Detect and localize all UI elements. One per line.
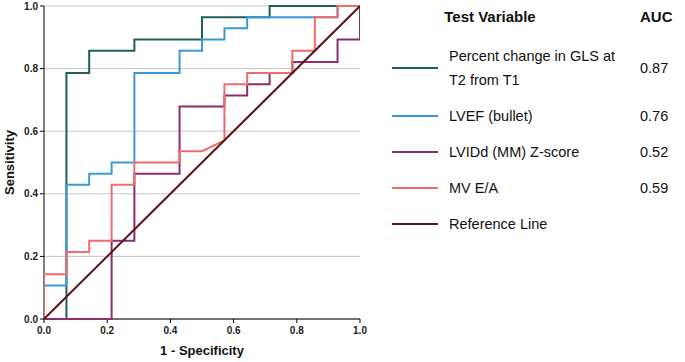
x-axis-title: 1 - Specificity	[160, 343, 245, 358]
roc-line	[44, 6, 360, 319]
legend-label: Reference Line	[449, 216, 547, 232]
legend-label: LVEF (bullet)	[449, 108, 533, 124]
tick-label: 1.0	[353, 325, 367, 336]
legend-header: Test Variable	[444, 8, 535, 25]
legend: Test Variable AUC Percent change in GLS at…	[392, 8, 673, 232]
tick-label: 0.4	[163, 325, 177, 336]
tick-mark	[360, 319, 361, 323]
legend-auc: 0.87	[640, 60, 668, 76]
grid-line	[44, 256, 360, 257]
legend-label: MV E/A	[449, 180, 498, 196]
legend-swatch	[392, 115, 438, 117]
legend-auc: 0.76	[640, 108, 668, 124]
tick-label: 0.2	[24, 251, 38, 262]
legend-swatch	[392, 67, 438, 69]
legend-swatch	[392, 187, 438, 189]
tick-label: 0.6	[227, 325, 241, 336]
tick-label: 1.0	[24, 1, 38, 12]
legend-swatch	[392, 151, 438, 153]
legend-label: LVIDd (MM) Z-score	[449, 144, 579, 160]
grid-line	[44, 131, 360, 132]
tick-label: 0.0	[37, 325, 51, 336]
chart: 0.0 0.2 0.4 0.6 0.8 1.0 0.0 0.2 0.4 0.6 0.8 1.0 1 - …	[0, 0, 685, 362]
tick-mark	[296, 319, 297, 323]
roc-line	[44, 6, 360, 319]
tick-label: 0.8	[24, 63, 38, 74]
tick-mark	[40, 68, 44, 69]
grid	[44, 6, 360, 319]
series-group	[44, 6, 360, 319]
legend-auc: 0.59	[640, 180, 668, 196]
y-axis	[44, 6, 45, 319]
tick-mark	[40, 6, 44, 7]
tick-label: 0.6	[24, 126, 38, 137]
tick-label: 0.4	[24, 188, 38, 199]
tick-mark	[40, 319, 44, 320]
legend-header: AUC	[640, 8, 673, 25]
tick-mark	[233, 319, 234, 323]
tick-label: 0.8	[290, 325, 304, 336]
tick-label: 0.0	[24, 314, 38, 325]
tick-label: 0.2	[100, 325, 114, 336]
legend-auc: 0.52	[640, 144, 668, 160]
y-axis-title: Sensitivity	[2, 129, 17, 195]
grid-line	[44, 68, 360, 69]
tick-mark	[170, 319, 171, 323]
grid-line	[44, 193, 360, 194]
tick-mark	[40, 131, 44, 132]
tick-mark	[40, 193, 44, 194]
tick-mark	[40, 256, 44, 257]
legend-swatch	[392, 223, 438, 225]
roc-line	[44, 6, 360, 319]
roc-line	[44, 6, 360, 319]
roc-line	[44, 6, 360, 319]
legend-label: Percent change in GLS atT2 from T1	[449, 48, 615, 88]
